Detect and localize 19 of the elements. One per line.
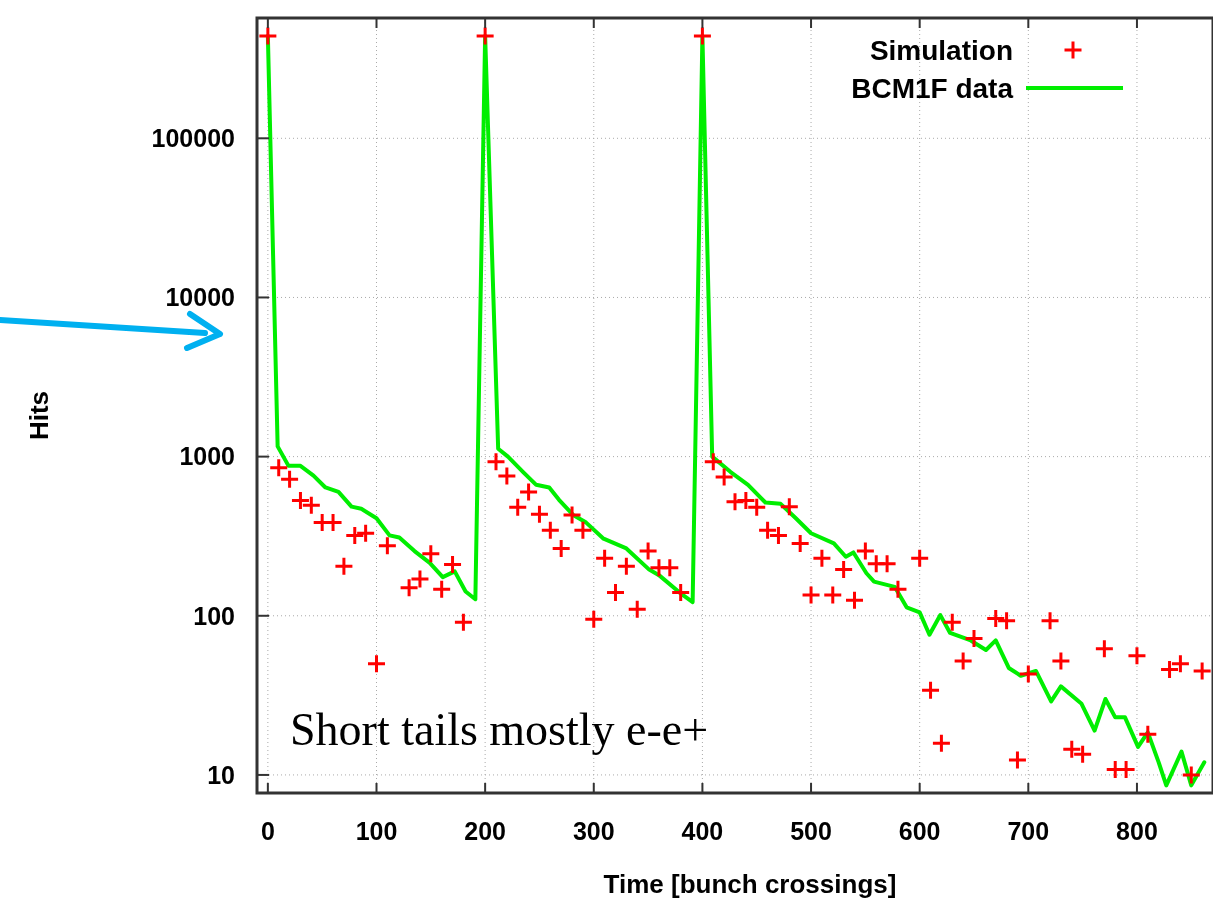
y-tick-label: 1000 <box>179 442 235 471</box>
x-tick-label: 100 <box>355 817 398 845</box>
y-tick-label: 10000 <box>165 283 235 312</box>
x-tick-label: 0 <box>260 817 275 845</box>
y-tick-label: 10 <box>207 760 235 789</box>
x-tick-label: 400 <box>681 817 724 845</box>
x-tick-label: 300 <box>572 817 615 845</box>
y-tick-label: 100000 <box>151 124 235 153</box>
x-tick-label: 600 <box>898 817 941 845</box>
x-tick-label: 800 <box>1116 817 1158 845</box>
x-tick-label: 200 <box>464 817 506 845</box>
y-axis-title: Hits <box>24 390 54 441</box>
legend-label: BCM1F data <box>851 72 1014 104</box>
y-tick-label: 100 <box>193 601 235 630</box>
legend-label: Simulation <box>869 34 1013 66</box>
x-tick-label: 500 <box>790 817 832 845</box>
annotation: Short tails mostly e-e+ <box>290 704 709 755</box>
x-axis-title: Time [bunch crossings] <box>603 869 897 899</box>
x-tick-label: 700 <box>1007 817 1050 845</box>
